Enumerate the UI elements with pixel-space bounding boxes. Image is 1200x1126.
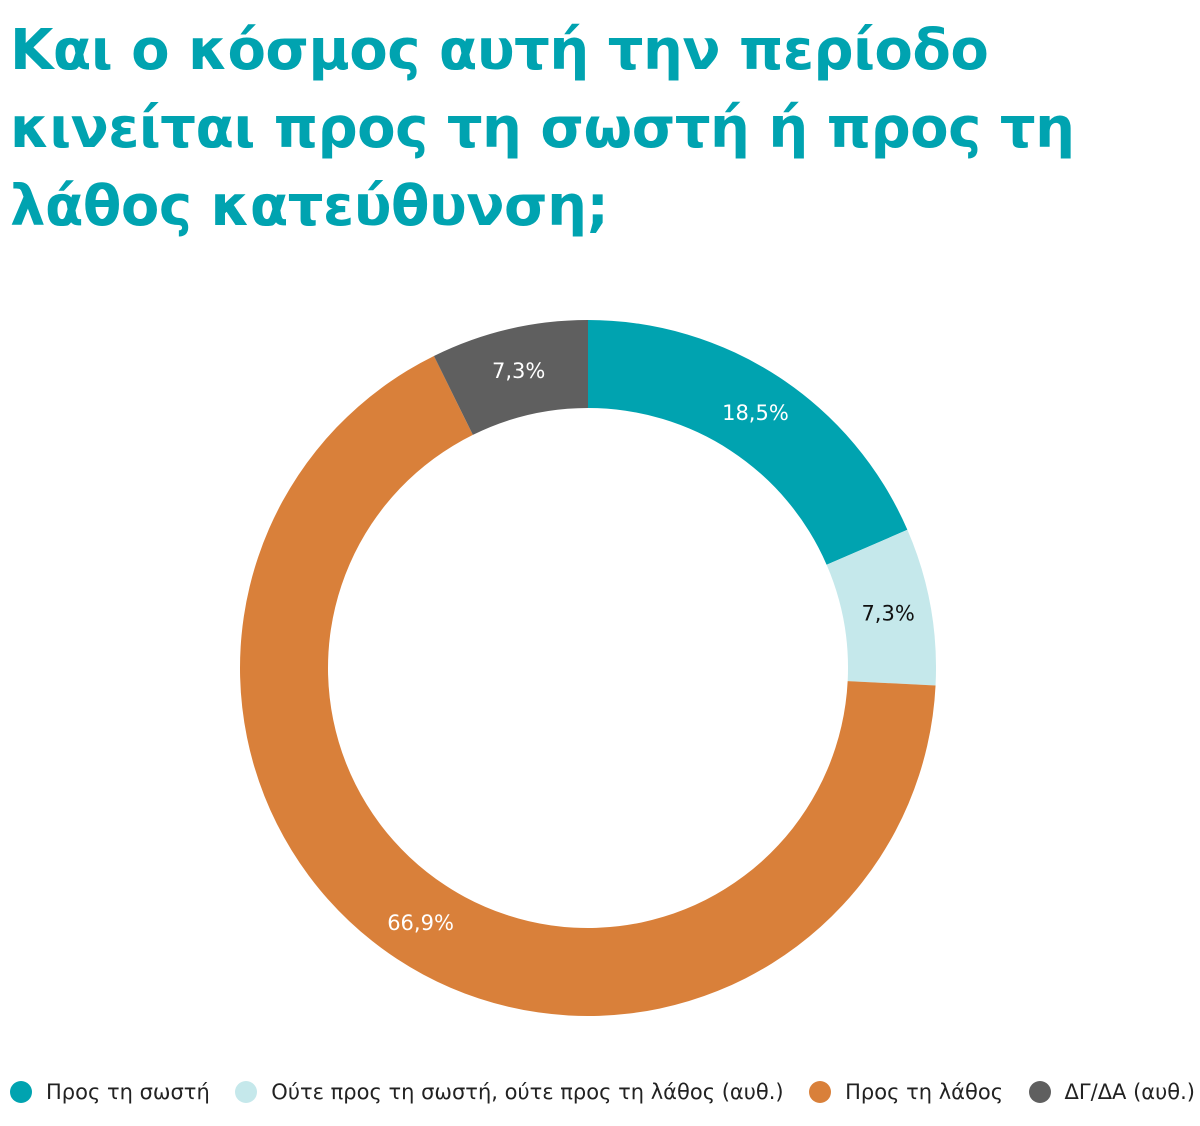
legend-label: ΔΓ/ΔΑ (αυθ.) bbox=[1064, 1080, 1195, 1104]
legend-marker bbox=[235, 1081, 258, 1103]
slice-3 bbox=[433, 320, 588, 435]
legend-label: Ούτε προς τη σωστή, ούτε προς τη λάθος (… bbox=[271, 1080, 784, 1104]
legend-item: Προς τη σωστή bbox=[10, 1080, 210, 1104]
data-label-0: 18,5% bbox=[722, 401, 789, 425]
legend-label: Προς τη λάθος bbox=[845, 1080, 1004, 1104]
data-label-1: 7,3% bbox=[861, 602, 914, 626]
slice-0 bbox=[588, 320, 908, 565]
legend: Προς τη σωστή Ούτε προς τη σωστή, ούτε πρ… bbox=[10, 1080, 1195, 1104]
legend-label: Προς τη σωστή bbox=[46, 1080, 210, 1104]
legend-marker bbox=[809, 1081, 832, 1103]
legend-item: ΔΓ/ΔΑ (αυθ.) bbox=[1028, 1080, 1195, 1104]
data-label-3: 7,3% bbox=[492, 359, 545, 383]
chart-title: Και ο κόσμος αυτή την περίοδο κινείται π… bbox=[10, 18, 1075, 239]
legend-marker bbox=[1028, 1081, 1051, 1103]
legend-item: Προς τη λάθος bbox=[809, 1080, 1003, 1104]
legend-item: Ούτε προς τη σωστή, ούτε προς τη λάθος (… bbox=[235, 1080, 784, 1104]
donut-chart: 18,5% 7,3% 66,9% 7,3% bbox=[239, 320, 936, 1017]
slice-1 bbox=[826, 529, 936, 686]
legend-marker bbox=[10, 1081, 32, 1103]
data-label-2: 66,9% bbox=[387, 911, 454, 935]
